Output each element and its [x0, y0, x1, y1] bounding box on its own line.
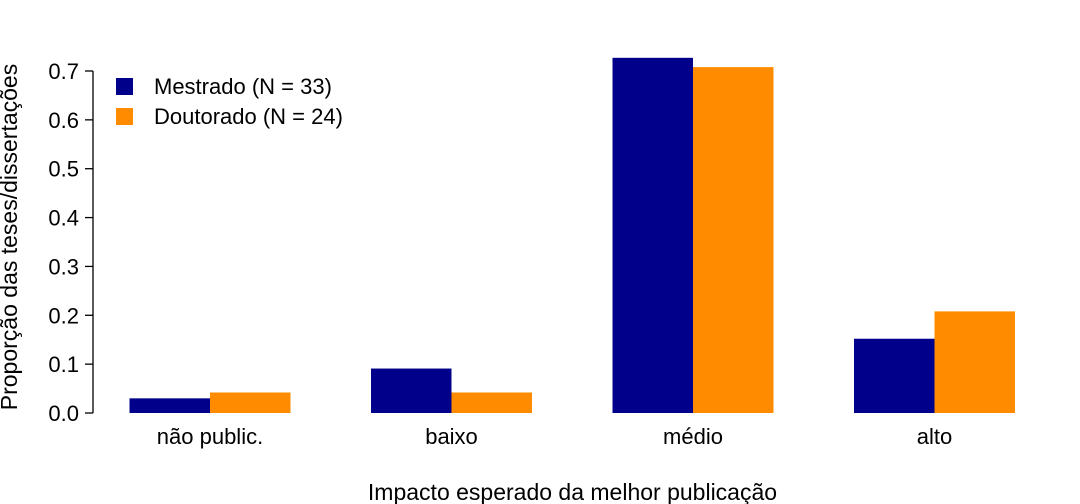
x-tick-label: médio [663, 424, 723, 449]
bar-doutorado-3 [934, 311, 1015, 413]
x-tick-label: baixo [425, 424, 478, 449]
legend-label-doutorado: Doutorado (N = 24) [154, 104, 343, 129]
legend: Mestrado (N = 33) Doutorado (N = 24) [116, 74, 343, 129]
y-tick-label: 0.3 [48, 254, 79, 279]
y-tick-label: 0.0 [48, 401, 79, 426]
y-tick-label: 0.1 [48, 352, 79, 377]
bars-group [129, 57, 1015, 414]
bar-mestrado-2 [612, 57, 693, 414]
x-axis-tick-labels: não public. baixo médio alto [157, 424, 952, 449]
legend-swatch-mestrado [116, 78, 133, 95]
bar-doutorado-1 [451, 392, 532, 413]
y-tick-label: 0.2 [48, 303, 79, 328]
bar-doutorado-0 [210, 392, 291, 413]
x-tick-label: alto [917, 424, 952, 449]
y-tick-label: 0.6 [48, 108, 79, 133]
bar-doutorado-2 [693, 67, 774, 413]
bar-mestrado-1 [371, 368, 452, 413]
y-tick-label: 0.4 [48, 206, 79, 231]
x-tick-label: não public. [157, 424, 263, 449]
x-axis-title: Impacto esperado da melhor publicação [368, 479, 777, 504]
bar-mestrado-0 [129, 398, 210, 413]
y-tick-label: 0.7 [48, 59, 79, 84]
y-tick-label: 0.5 [48, 157, 79, 182]
bar-mestrado-3 [854, 338, 935, 413]
legend-label-mestrado: Mestrado (N = 33) [154, 74, 332, 99]
legend-swatch-doutorado [116, 108, 133, 125]
y-axis-title: Proporção das teses/dissertações [0, 64, 22, 410]
y-axis: 0.0 0.1 0.2 0.3 0.4 0.5 0.6 0.7 [48, 59, 94, 426]
